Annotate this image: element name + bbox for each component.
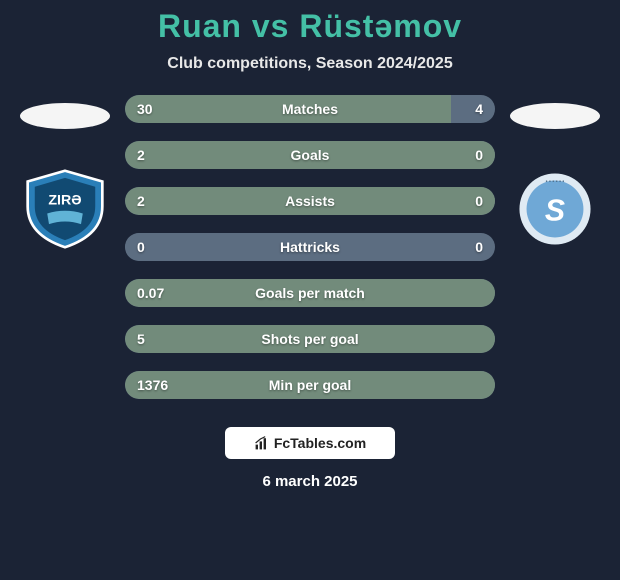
stat-value-right: 0	[475, 239, 483, 255]
stat-value-right: 0	[475, 147, 483, 163]
stat-label: Min per goal	[269, 377, 351, 393]
stat-value-right: 0	[475, 193, 483, 209]
shield-icon: ZIRƏ	[20, 169, 110, 249]
stat-value-left: 2	[137, 147, 145, 163]
brand-box[interactable]: FcTables.com	[225, 427, 395, 459]
svg-text:• • • • • •: • • • • • •	[546, 179, 565, 185]
circle-badge-icon: S • • • • • •	[510, 169, 600, 249]
stat-bar: 2 Goals 0	[125, 141, 495, 169]
flag-left	[20, 103, 110, 129]
stat-label: Assists	[285, 193, 335, 209]
brand-text: FcTables.com	[274, 435, 366, 451]
stat-bar: 1376 Min per goal	[125, 371, 495, 399]
stat-value-left: 5	[137, 331, 145, 347]
stat-value-left: 0.07	[137, 285, 164, 301]
stat-label: Goals	[291, 147, 330, 163]
stat-bar: 2 Assists 0	[125, 187, 495, 215]
flag-right	[510, 103, 600, 129]
team-right-column: S • • • • • •	[505, 95, 605, 249]
page-title: Ruan vs Rüstəmov	[0, 8, 620, 45]
stat-value-left: 1376	[137, 377, 168, 393]
badge-left-text: ZIRƏ	[48, 193, 81, 209]
main-row: ZIRƏ 30 Matches 4 2 Goals 0 2 Assists 0 0 Hattrick…	[0, 95, 620, 399]
club-badge-right: S • • • • • •	[510, 169, 600, 249]
stat-bar: 0.07 Goals per match	[125, 279, 495, 307]
stat-label: Hattricks	[280, 239, 340, 255]
page-subtitle: Club competitions, Season 2024/2025	[0, 55, 620, 73]
stat-value-left: 0	[137, 239, 145, 255]
stat-value-left: 30	[137, 101, 153, 117]
stat-label: Matches	[282, 101, 338, 117]
team-left-column: ZIRƏ	[15, 95, 115, 249]
chart-icon	[254, 435, 270, 451]
stat-bar: 0 Hattricks 0	[125, 233, 495, 261]
stat-bar: 30 Matches 4	[125, 95, 495, 123]
date-text: 6 march 2025	[0, 473, 620, 490]
stat-label: Shots per goal	[261, 331, 358, 347]
stats-column: 30 Matches 4 2 Goals 0 2 Assists 0 0 Hattricks 0 0.0…	[125, 95, 495, 399]
stat-bar: 5 Shots per goal	[125, 325, 495, 353]
stat-label: Goals per match	[255, 285, 365, 301]
club-badge-left: ZIRƏ	[20, 169, 110, 249]
stat-value-left: 2	[137, 193, 145, 209]
comparison-infographic: Ruan vs Rüstəmov Club competitions, Seas…	[0, 0, 620, 580]
stat-value-right: 4	[475, 101, 483, 117]
badge-right-text: S	[545, 195, 565, 228]
